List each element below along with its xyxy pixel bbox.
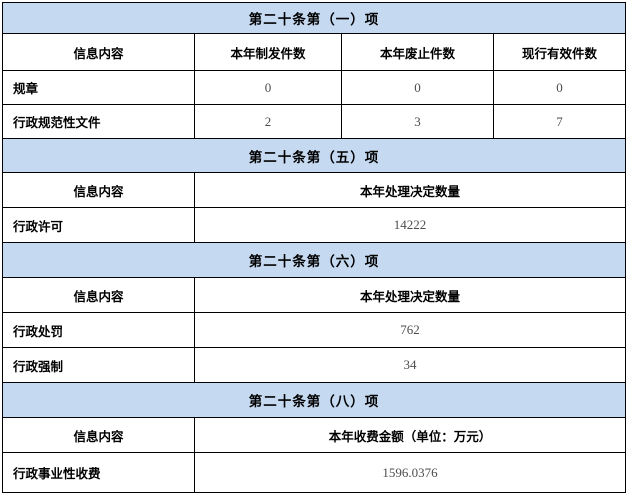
cell-value: 3 [341,105,493,138]
section-title: 第二十条第（一）项 [3,3,625,33]
cell-value: 1596.0376 [194,453,625,492]
column-header-row: 信息内容 本年收费金额（单位：万元） [3,417,625,452]
table-row: 规章 0 0 0 [3,70,625,104]
column-header-cell: 本年收费金额（单位：万元） [194,418,625,452]
table-row: 行政规范性文件 2 3 7 [3,104,625,138]
section-title: 第二十条第（八）项 [3,382,625,417]
section-title: 第二十条第（六）项 [3,242,625,277]
table-row: 行政许可 14222 [3,207,625,242]
column-header-cell: 信息内容 [73,46,124,61]
column-header-cell: 信息内容 [73,289,124,304]
column-header-row: 信息内容 本年处理决定数量 [3,172,625,207]
cell-value: 0 [493,71,625,104]
table-row: 行政处罚 762 [3,312,625,347]
row-label: 行政事业性收费 [13,467,101,481]
cell-value: 14222 [194,208,625,242]
column-header-cell: 本年处理决定数量 [194,173,625,207]
cell-value: 2 [194,105,341,138]
row-label: 行政强制 [13,359,64,374]
cell-value: 34 [194,348,625,382]
row-label: 行政规范性文件 [13,116,101,130]
column-header-cell: 本年制发件数 [194,34,341,70]
row-label: 行政许可 [13,219,64,234]
row-label: 行政处罚 [13,324,64,339]
column-header-cell: 本年废止件数 [341,34,493,70]
column-header-cell: 信息内容 [73,184,124,199]
cell-value: 0 [341,71,493,104]
cell-value: 7 [493,105,625,138]
column-header-cell: 本年处理决定数量 [194,278,625,312]
column-header-cell: 信息内容 [73,429,124,444]
column-header-cell: 现行有效件数 [493,34,625,70]
row-label: 规章 [13,82,39,96]
table-row: 行政事业性收费 1596.0376 [3,452,625,492]
cell-value: 762 [194,313,625,347]
column-header-row: 信息内容 本年制发件数 本年废止件数 现行有效件数 [3,33,625,70]
table-row: 行政强制 34 [3,347,625,382]
column-header-row: 信息内容 本年处理决定数量 [3,277,625,312]
section-title: 第二十条第（五）项 [3,138,625,172]
cell-value: 0 [194,71,341,104]
